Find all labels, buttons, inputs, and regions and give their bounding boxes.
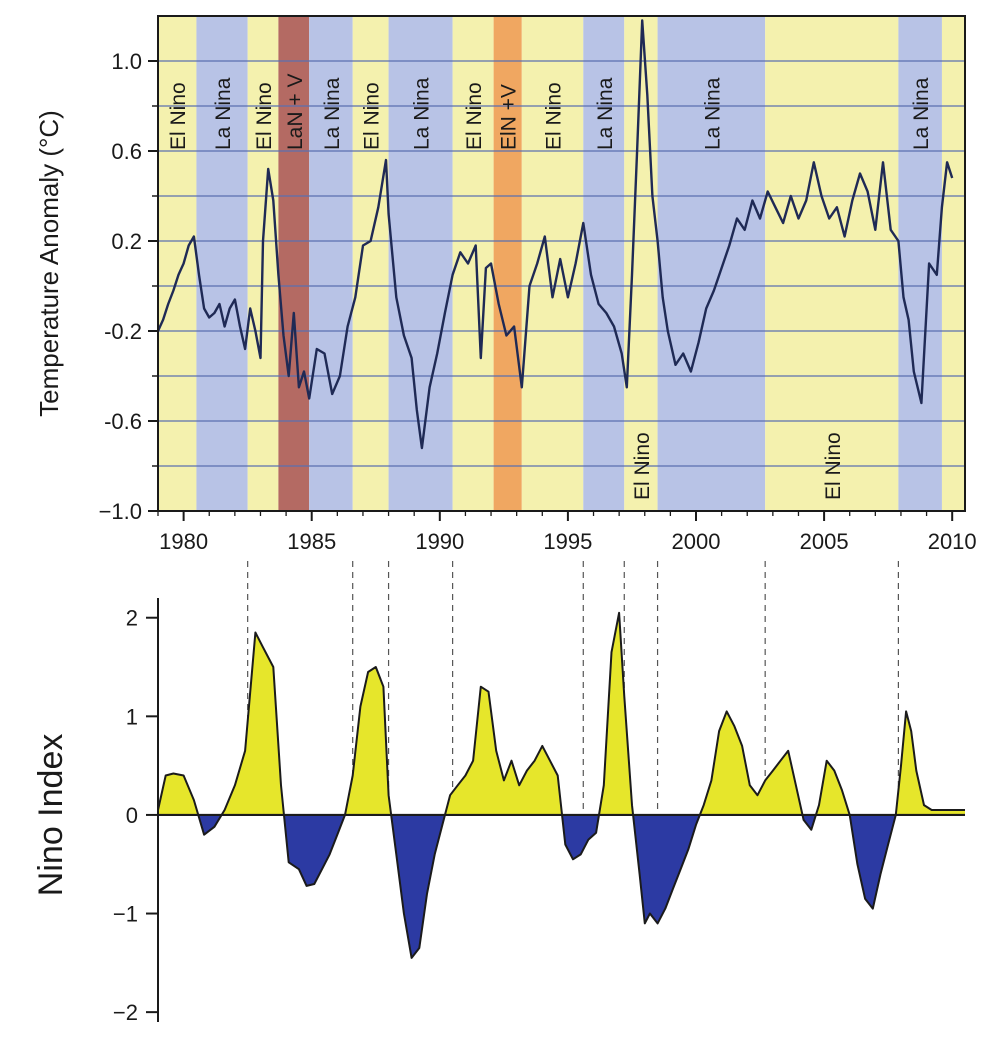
y-tick-label: 0.6 — [111, 139, 142, 164]
period-band — [898, 16, 942, 511]
period-label: La Nina — [411, 77, 434, 150]
y-tick-label: 1 — [126, 704, 138, 729]
period-band — [196, 16, 248, 511]
period-label: El Nino — [253, 82, 276, 150]
period-label: LaN + V — [284, 74, 307, 150]
period-band — [657, 16, 766, 511]
period-label: El Nino — [631, 432, 654, 500]
period-band — [158, 16, 197, 511]
x-tick-label: 2000 — [672, 529, 721, 554]
bottom-y-axis: −2 −1 0 1 2 — [113, 598, 159, 1025]
period-band — [309, 16, 353, 511]
x-tick-label: 1990 — [415, 529, 464, 554]
top-period-labels: El Nino La Nina El Nino LaN + V La Nina El Ni… — [167, 74, 933, 500]
period-label: La Nina — [321, 77, 344, 150]
y-tick-label: −1.0 — [99, 499, 142, 524]
period-label: El Nino — [361, 82, 384, 150]
x-tick-label: 1985 — [287, 529, 336, 554]
top-y-axis-label: Temperature Anomaly (°C) — [34, 110, 64, 417]
y-tick-label: -0.2 — [104, 319, 142, 344]
y-tick-label: 2 — [126, 606, 138, 631]
y-tick-label: 0 — [126, 803, 138, 828]
temperature-anomaly-line — [156, 19, 954, 450]
period-band — [624, 16, 658, 511]
y-tick-label: −1 — [113, 902, 138, 927]
top-y-axis: −1.0 -0.6 -0.2 0.2 0.6 1.0 — [99, 49, 158, 524]
period-band — [941, 16, 965, 511]
y-tick-label: −2 — [113, 1000, 138, 1025]
period-band — [521, 16, 584, 511]
nino-index-outline — [157, 611, 965, 959]
nino-index-area — [157, 611, 965, 959]
top-x-axis: 1980 1985 1990 1995 2000 2005 2010 — [157, 511, 977, 554]
period-band — [388, 16, 453, 511]
period-band — [352, 16, 389, 511]
period-band — [493, 16, 522, 511]
top-gridlines — [158, 60, 965, 467]
temperature-series-line — [156, 19, 954, 450]
period-label: El Nino — [463, 82, 486, 150]
period-label: ElN +V — [498, 84, 521, 150]
y-tick-label: 1.0 — [111, 49, 142, 74]
nino-positive-area — [158, 612, 965, 815]
period-band — [278, 16, 310, 511]
x-tick-label: 1980 — [159, 529, 208, 554]
period-label: La Nina — [910, 77, 933, 150]
y-tick-label: -0.6 — [104, 409, 142, 434]
period-band — [765, 16, 899, 511]
top-plot-frame — [157, 15, 966, 512]
top-period-bands — [158, 16, 965, 511]
period-label: El Nino — [543, 82, 566, 150]
x-tick-label: 2005 — [800, 529, 849, 554]
period-label: El Nino — [822, 432, 845, 500]
x-tick-label: 1995 — [543, 529, 592, 554]
period-connector-lines — [247, 561, 899, 815]
period-label: La Nina — [212, 77, 235, 150]
period-label: La Nina — [594, 77, 617, 150]
x-tick-label: 2010 — [928, 529, 977, 554]
y-tick-label: 0.2 — [111, 229, 142, 254]
period-label: El Nino — [167, 82, 190, 150]
period-band — [452, 16, 494, 511]
period-label: La Nina — [701, 77, 724, 150]
bottom-y-axis-label: Nino Index — [32, 734, 70, 897]
